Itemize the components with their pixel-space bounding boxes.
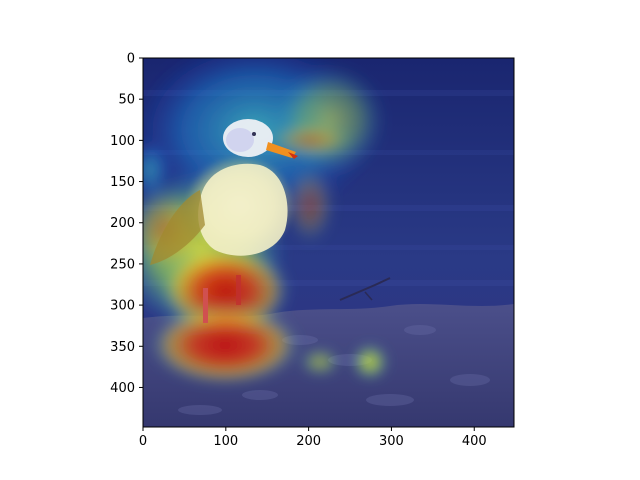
- heatmap-image: [115, 40, 514, 427]
- y-tick-label: 400: [110, 381, 135, 396]
- x-tick-label: 100: [213, 434, 238, 449]
- x-tick-label: 0: [139, 434, 147, 449]
- x-tick-label: 300: [379, 434, 404, 449]
- y-tick-label: 50: [118, 93, 135, 108]
- y-tick-label: 300: [110, 299, 135, 314]
- x-tick-label: 200: [296, 434, 321, 449]
- y-tick-label: 250: [110, 257, 135, 272]
- x-tick-label: 400: [462, 434, 487, 449]
- y-tick-label: 350: [110, 340, 135, 355]
- y-tick-label: 150: [110, 175, 135, 190]
- y-tick-label: 100: [110, 134, 135, 149]
- y-tick-label: 0: [127, 52, 135, 67]
- y-tick-label: 200: [110, 216, 135, 231]
